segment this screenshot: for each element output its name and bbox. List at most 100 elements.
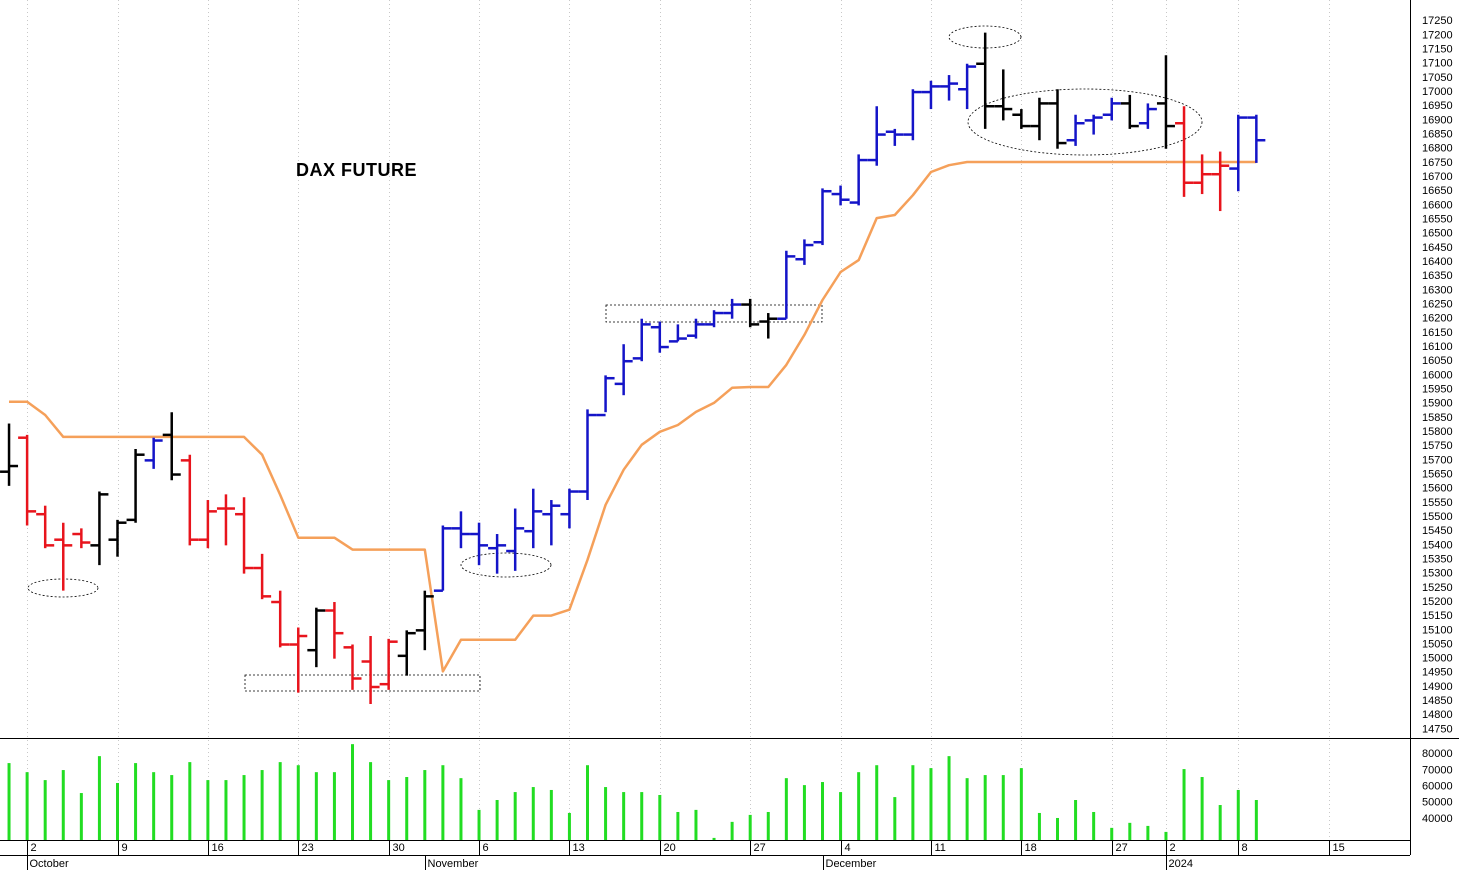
ohlc-bar (958, 63, 977, 110)
ohlc-bar (0, 423, 19, 486)
ohlc-bar (940, 75, 959, 101)
ohlc-bar (1066, 114, 1085, 146)
volume-bar (875, 765, 879, 840)
y-tick-label: 17100 (1422, 58, 1453, 70)
volume-bar (242, 775, 246, 840)
y-tick-label: 16650 (1422, 185, 1453, 197)
volume-bar (549, 789, 553, 840)
month-label: December (826, 858, 877, 870)
volume-bar (405, 777, 409, 840)
volume-bar (296, 765, 300, 840)
y-tick-label: 16400 (1422, 256, 1453, 268)
ohlc-bar (72, 528, 91, 549)
ohlc-bar (325, 602, 344, 659)
volume-bar (332, 772, 336, 840)
y-tick-label: 15350 (1422, 553, 1453, 565)
volume-bar (821, 782, 824, 840)
ohlc-bar (1012, 109, 1031, 129)
volume-bar (857, 772, 861, 840)
volume-bar (784, 778, 788, 840)
volume-bar (640, 792, 644, 840)
y-tick-label: 16300 (1422, 284, 1453, 296)
ohlc-bar (180, 454, 199, 546)
y-tick-label: 15250 (1422, 582, 1453, 594)
y-tick-label: 16150 (1422, 327, 1453, 339)
volume-bar (586, 765, 589, 840)
y-tick-label: 15300 (1422, 568, 1453, 580)
volume-bar (224, 780, 228, 840)
ohlc-bar (361, 636, 380, 705)
x-tick-label: 15 (1333, 842, 1345, 854)
annotation-box (244, 674, 481, 692)
volume-bar (766, 811, 770, 840)
volume-bar (351, 744, 354, 840)
y-tick-label: 15900 (1422, 398, 1453, 410)
ohlc-bar (921, 80, 940, 110)
y-tick-label: 15200 (1422, 596, 1453, 608)
y-tick-label: 16800 (1422, 143, 1453, 155)
y-tick-label: 15800 (1422, 426, 1453, 438)
y-tick-label: 16850 (1422, 128, 1453, 140)
y-tick-label: 17250 (1422, 15, 1453, 27)
y-tick-label: 17200 (1422, 29, 1453, 41)
ohlc-bar (976, 32, 995, 129)
annotation-ellipse (460, 552, 552, 578)
volume-bar (441, 765, 445, 840)
volume-bar (839, 792, 843, 840)
ohlc-bar (560, 488, 579, 529)
ohlc-bar (451, 511, 470, 549)
ohlc-bar (650, 321, 669, 353)
volume-bar (893, 797, 897, 840)
y-tick-label: 15650 (1422, 468, 1453, 480)
y-tick-label: 15500 (1422, 511, 1453, 523)
volume-bar (387, 780, 391, 840)
ohlc-bar (307, 607, 326, 668)
y-tick-label: 80000 (1422, 748, 1453, 760)
ohlc-bar (813, 188, 832, 246)
volume-bar (1001, 775, 1005, 840)
ohlc-bar (36, 505, 55, 549)
ohlc-bar (198, 500, 217, 549)
volume-bar (61, 770, 65, 840)
volume-bar (1056, 817, 1059, 840)
volume-bar (134, 763, 138, 840)
ohlc-bar (1247, 114, 1266, 163)
y-tick-label: 15700 (1422, 454, 1453, 466)
ohlc-bar (343, 644, 362, 690)
volume-bar (513, 792, 517, 840)
ohlc-bar (54, 522, 73, 591)
ohlc-bar (759, 313, 778, 339)
y-tick-label: 15850 (1422, 412, 1453, 424)
y-tick-label: 16700 (1422, 171, 1453, 183)
ohlc-bar (379, 638, 398, 690)
volume-bar (206, 780, 210, 840)
volume-bar (97, 756, 101, 840)
ohlc-bar (488, 534, 507, 574)
y-tick-label: 16250 (1422, 298, 1453, 310)
x-tick-label: 9 (122, 842, 128, 854)
volume-bar (1236, 789, 1240, 840)
ohlc-bar (741, 298, 760, 328)
volume-bar (947, 756, 951, 840)
ohlc-bar (415, 590, 434, 651)
volume-bar (1092, 811, 1096, 840)
y-tick-label: 15050 (1422, 638, 1453, 650)
volume-bar (369, 762, 373, 840)
month-label: November (428, 858, 479, 870)
ohlc-bar (1211, 151, 1230, 212)
volume-bar (802, 785, 806, 840)
volume-bar (531, 787, 535, 840)
y-tick-label: 14950 (1422, 667, 1453, 679)
y-tick-label: 14850 (1422, 695, 1453, 707)
ohlc-bar (1120, 94, 1139, 129)
volume-bar (1146, 825, 1150, 840)
y-tick-label: 70000 (1422, 764, 1453, 776)
ohlc-bar (795, 239, 814, 265)
ohlc-bar (397, 630, 416, 676)
marks-layer (0, 32, 1266, 840)
x-tick-label: 2 (1170, 842, 1176, 854)
annotation-ellipse (948, 25, 1022, 49)
y-tick-label: 16050 (1422, 355, 1453, 367)
volume-bar (676, 811, 680, 840)
